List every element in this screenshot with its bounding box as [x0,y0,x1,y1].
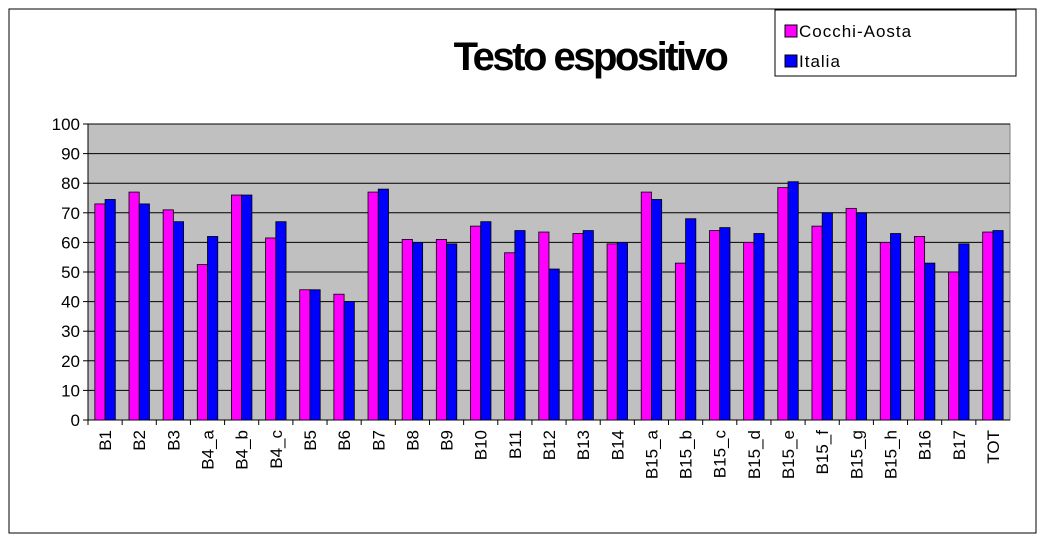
x-tick-label: B5 [301,430,320,451]
bar [104,199,116,421]
bar [845,207,857,421]
bar [582,230,594,421]
y-tick-label: 20 [61,352,80,371]
bar [890,233,902,421]
bar [377,188,389,421]
x-tick-label: B11 [506,430,525,459]
bar [992,230,1004,421]
bar [777,187,789,421]
bar [855,212,867,421]
y-tick-label: 100 [52,115,80,134]
bar [470,225,482,421]
legend-label: Italia [799,52,841,71]
bar [435,239,447,421]
x-tick-label: B4_b [233,430,252,470]
bar [333,293,345,421]
x-tick-label: B15_g [847,430,866,479]
bar [343,301,355,421]
y-tick-label: 30 [61,322,80,341]
bar [138,203,150,421]
bar [94,203,106,421]
x-tick-label: B15_c [711,430,730,479]
x-tick-label: B17 [950,430,969,460]
bar [719,227,731,421]
bar [299,289,311,421]
bar [162,209,174,421]
bar [924,262,936,421]
bar [958,243,970,421]
x-tick-label: B2 [130,430,149,451]
bar [879,241,891,421]
x-tick-label: B6 [335,430,354,451]
bar [753,233,765,421]
bar [548,268,560,421]
bar [231,194,243,421]
bar [685,218,697,421]
x-tick-label: TOT [984,430,1003,464]
bar [572,233,584,421]
y-tick-label: 40 [61,293,80,312]
x-tick-label: B4_c [267,430,286,469]
bar [401,239,413,421]
legend-swatch [784,24,798,38]
bar [367,191,379,421]
bar [265,237,277,421]
x-tick-label: B7 [369,430,388,451]
bar [606,243,618,421]
x-tick-label: B3 [164,430,183,451]
x-tick-label: B12 [540,430,559,460]
y-tick-label: 50 [61,263,80,282]
x-tick-label: B15_h [881,430,900,479]
y-tick-label: 70 [61,204,80,223]
x-tick-label: B15_e [779,430,798,479]
x-tick-label: B1 [96,430,115,451]
bar [651,199,663,421]
y-tick-label: 0 [71,411,80,430]
x-tick-label: B16 [916,430,935,460]
bar [982,231,994,421]
x-tick-label: B10 [472,430,491,460]
bar [709,230,721,421]
x-tick-label: B14 [608,430,627,460]
x-tick-label: B8 [403,430,422,451]
bar [640,191,652,421]
bar [514,230,526,421]
bar [128,191,140,421]
bar [616,241,628,421]
bar [446,243,458,421]
bar [207,236,219,421]
legend-swatch [784,54,798,68]
bar [196,264,208,421]
x-tick-label: B13 [574,430,593,460]
bar [538,231,550,421]
bar [241,194,253,421]
x-tick-label: B15_a [642,429,661,479]
bar [504,252,516,421]
x-tick-label: B15_d [745,430,764,479]
bar [172,221,185,421]
bar [412,241,424,421]
bar [309,289,321,421]
legend-label: Cocchi-Aosta [799,22,912,41]
y-tick-label: 60 [61,233,80,252]
x-tick-label: B15_f [813,430,832,475]
chart-title: Testo espositivo [454,35,728,79]
y-tick-label: 10 [61,381,80,400]
legend-box [774,9,1017,77]
x-tick-label: B15_b [677,430,696,479]
bar [480,221,492,421]
bar [674,262,686,421]
bar [787,181,799,421]
bar [948,271,960,421]
bar [811,225,823,421]
y-tick-label: 80 [61,174,80,193]
bar [821,212,833,421]
bar [913,236,926,421]
bar [275,221,287,421]
y-tick-label: 90 [61,145,80,164]
x-tick-label: B9 [438,430,457,451]
x-tick-label: B4_a [199,429,218,469]
bar [743,241,755,421]
